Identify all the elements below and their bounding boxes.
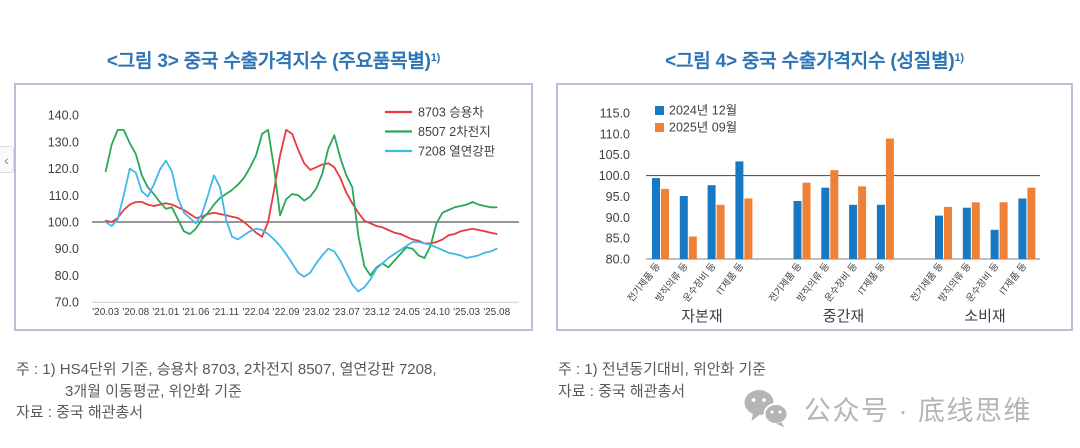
legend-swatch-2 [655,123,664,132]
bar-2025-09 [971,202,980,259]
bar-chart: 115.0110.0105.0100.095.090.085.080.0전기제품… [599,104,1040,325]
watermark-text: 公众号 · 底线思维 [804,395,1032,426]
x-axis-label: '20.03 [92,307,119,318]
bar-item-label: IT제품 등 [715,261,747,297]
y-axis-label: 80.0 [55,269,79,283]
y-axis-label: 90.0 [606,211,630,225]
figure3-footnote: 주 : 1) HS4단위 기준, 승용차 8703, 2차전지 8507, 열연… [16,359,546,424]
figure4-footnote: 주 : 1) 전년동기대비, 위안화 기준 자료 : 중국 해관총서 [558,359,958,402]
figure4-title-footnote-marker: 1) [954,52,964,64]
x-axis-label: '23.12 [363,307,390,318]
group-label: 자본재 [681,308,722,325]
x-axis-label: '24.10 [423,307,450,318]
bar-item-label: IT제품 등 [856,261,888,297]
bar-2024-12 [990,229,999,259]
legend-label-7208: 7208 열연강판 [418,145,496,159]
bar-2025-09 [802,182,811,259]
legend-label-8507: 8507 2차전지 [418,125,491,139]
y-axis-label: 105.0 [599,148,630,162]
x-axis-label: '24.05 [393,307,420,318]
legend-label-2: 2025년 09월 [669,121,737,135]
x-axis-label: '25.03 [453,307,480,318]
bar-2024-12 [735,161,744,259]
bar-2024-12 [821,187,830,259]
y-axis-label: 85.0 [606,232,630,246]
x-axis-label: '22.09 [273,307,300,318]
bar-2025-09 [688,236,697,259]
y-axis-label: 120.0 [48,162,79,176]
bar-2024-12 [962,207,971,259]
x-axis-label: '23.02 [303,307,330,318]
x-axis-label: '21.11 [213,307,240,318]
bar-2025-09 [999,202,1008,259]
x-axis-label: '22.04 [243,307,270,318]
y-axis-label: 140.0 [48,109,79,123]
bar-2024-12 [849,204,858,259]
y-axis-label: 130.0 [48,135,79,149]
bar-2025-09 [944,206,952,259]
y-axis-label: 110.0 [600,127,630,141]
y-axis-label: 70.0 [55,296,79,310]
y-axis-label: 95.0 [606,190,630,204]
figure4-source: 자료 : 중국 해관총서 [558,382,686,400]
bar-2025-09 [716,204,725,259]
figure4-note-line1: 주 : 1) 전년동기대비, 위안화 기준 [558,361,767,378]
figure4-title-text: <그림 4> 중국 수출가격지수 (성질별) [665,51,955,72]
figure3-note-line2: 3개월 이동평균, 위안화 기준 [65,382,242,400]
series-line-7208 [104,159,498,293]
figure4-chart-box: 115.0 110.0 105.0 100.0 95.0 90.0 85.0 80.0 전기제품… [556,83,1073,331]
y-axis-label: 90.0 [55,242,79,256]
bar-2024-12 [935,215,943,259]
y-axis-label: 115.0 [600,107,630,121]
bar-2025-09 [885,138,894,259]
x-axis-label: '25.08 [483,307,510,318]
bar-2024-12 [652,178,660,259]
x-axis-label: '21.06 [182,307,209,318]
figure3-title-text: <그림 3> 중국 수출가격지수 (주요품목별) [106,51,431,72]
legend-label-8703: 8703 승용차 [418,106,484,120]
x-axis-label: '20.08 [122,307,149,318]
y-axis-label: 110.0 [49,189,79,203]
figure3-title: <그림 3> 중국 수출가격지수 (주요품목별)1) [14,46,533,73]
wechat-icon [744,390,789,428]
carousel-back-chevron[interactable]: ‹ [0,146,14,173]
legend-swatch-1 [655,106,664,115]
figure4-title: <그림 4> 중국 수출가격지수 (성질별)1) [556,46,1073,73]
bar-item-label: IT제품 등 [998,261,1030,297]
bar-2024-12 [793,201,802,259]
y-axis-label: 100.0 [48,216,79,230]
figure3-source: 자료 : 중국 해관총서 [16,404,144,421]
y-axis-label: 100.0 [599,169,630,183]
bar-2025-09 [744,198,753,259]
figure3-title-footnote-marker: 1) [430,52,441,64]
series-line-8507 [104,129,498,277]
bar-2025-09 [1027,187,1036,259]
bar-2024-12 [876,204,885,259]
bar-2024-12 [707,185,716,259]
legend-label-1: 2024년 12월 [669,104,737,118]
bar-2024-12 [1018,198,1027,259]
x-axis-label: '21.01 [152,307,179,318]
bar-2025-09 [830,170,839,259]
figure3-chart-box: 140.0 130.0 120.0 110.0 100.0 90.0 80.0 70.0 '20… [14,83,533,331]
watermark: 公众号 · 底线思维 [742,386,1032,430]
bar-2025-09 [661,188,669,259]
figure3-note-line1: 주 : 1) HS4단위 기준, 승용차 8703, 2차전지 8507, 열연… [16,361,437,378]
chevron-left-icon: ‹ [4,151,9,168]
bar-2024-12 [679,196,688,259]
x-axis-label: '23.07 [333,307,360,318]
group-label: 중간재 [823,308,864,325]
line-chart: 140.0 130.0 120.0 110.0 100.0 90.0 80.0 70.0 '20… [48,106,519,318]
y-axis-label: 80.0 [606,253,630,267]
group-label: 소비재 [964,308,1005,325]
bar-2025-09 [858,186,867,259]
